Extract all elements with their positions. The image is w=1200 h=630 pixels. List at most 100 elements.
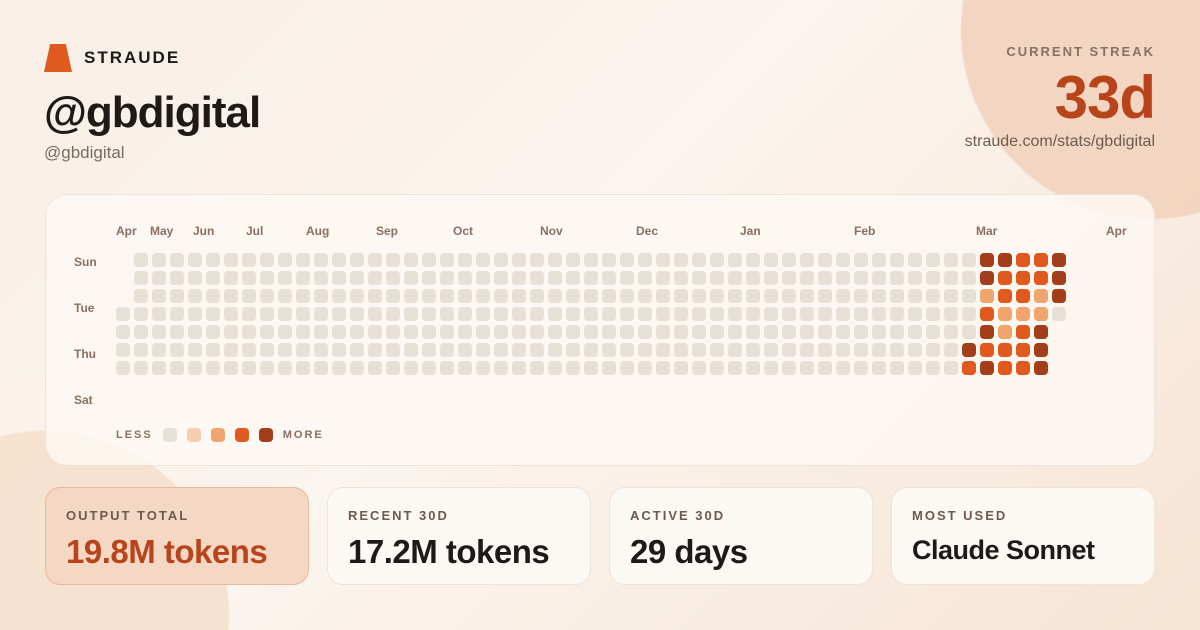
heatmap-cell bbox=[620, 343, 634, 357]
heatmap-cell bbox=[206, 289, 220, 303]
heatmap-cell bbox=[656, 253, 670, 267]
heatmap-cell bbox=[818, 361, 832, 375]
heatmap-cell bbox=[296, 289, 310, 303]
heatmap-cell bbox=[746, 307, 760, 321]
legend-swatch-3 bbox=[234, 428, 249, 442]
legend-swatch-4 bbox=[258, 428, 273, 442]
heatmap-cell bbox=[476, 343, 490, 357]
month-label: Jul bbox=[246, 224, 264, 238]
heatmap-cell bbox=[296, 253, 310, 267]
heatmap-cell bbox=[368, 343, 382, 357]
month-label: Nov bbox=[540, 224, 563, 238]
heatmap-cell bbox=[638, 271, 652, 285]
profile-title: @gbdigital bbox=[44, 88, 261, 137]
heatmap-cell bbox=[602, 361, 616, 375]
brand-name: STRAUDE bbox=[84, 48, 181, 67]
legend-swatch-2 bbox=[210, 428, 225, 442]
heatmap-cell bbox=[278, 361, 292, 375]
heatmap-cell bbox=[332, 253, 346, 267]
heatmap-cell bbox=[980, 307, 994, 321]
heatmap-cell bbox=[260, 325, 274, 339]
month-label: Apr bbox=[1106, 224, 1127, 238]
heatmap-cell bbox=[332, 361, 346, 375]
heatmap-cell bbox=[872, 343, 886, 357]
heatmap-cell bbox=[188, 271, 202, 285]
heatmap-cell bbox=[782, 271, 796, 285]
heatmap-cell bbox=[332, 289, 346, 303]
heatmap-cell bbox=[548, 325, 562, 339]
heatmap-cell bbox=[314, 307, 328, 321]
stat-label: OUTPUT TOTAL bbox=[66, 508, 190, 523]
profile-handle: @gbdigital bbox=[44, 143, 125, 162]
heatmap-cell bbox=[458, 361, 472, 375]
heatmap-cell bbox=[242, 253, 256, 267]
heatmap-cell bbox=[782, 343, 796, 357]
heatmap-cell bbox=[854, 253, 868, 267]
heatmap-cell bbox=[872, 289, 886, 303]
heatmap-cell bbox=[836, 289, 850, 303]
heatmap-cell bbox=[188, 325, 202, 339]
heatmap-cell bbox=[908, 343, 922, 357]
stat-label: ACTIVE 30D bbox=[630, 508, 726, 523]
heatmap-cell bbox=[926, 271, 940, 285]
heatmap-cell bbox=[332, 343, 346, 357]
heatmap-cell bbox=[800, 343, 814, 357]
heatmap-cell bbox=[1034, 343, 1048, 357]
heatmap-cell bbox=[422, 343, 436, 357]
heatmap-cell bbox=[260, 343, 274, 357]
heatmap-cell bbox=[350, 307, 364, 321]
heatmap-cell bbox=[368, 307, 382, 321]
heatmap-cell bbox=[800, 361, 814, 375]
heatmap-cell bbox=[818, 289, 832, 303]
heatmap-cell bbox=[494, 253, 508, 267]
heatmap-cell bbox=[116, 361, 130, 375]
heatmap-cell bbox=[386, 307, 400, 321]
activity-heatmap: LESS MORE Apr May Jun Jul Aug Sep Oct Nov Dec Jan… bbox=[45, 194, 1155, 466]
month-label: May bbox=[150, 224, 174, 238]
heatmap-cell bbox=[980, 343, 994, 357]
heatmap-cell bbox=[314, 289, 328, 303]
heatmap-cell bbox=[620, 289, 634, 303]
heatmap-cell bbox=[170, 343, 184, 357]
heatmap-cell bbox=[836, 325, 850, 339]
heatmap-cell bbox=[566, 253, 580, 267]
heatmap-legend: LESS MORE bbox=[116, 428, 324, 442]
heatmap-cell bbox=[296, 361, 310, 375]
heatmap-cell bbox=[584, 361, 598, 375]
heatmap-cell bbox=[782, 289, 796, 303]
heatmap-cell bbox=[170, 307, 184, 321]
heatmap-cell bbox=[440, 343, 454, 357]
heatmap-cell bbox=[584, 343, 598, 357]
heatmap-cell bbox=[692, 289, 706, 303]
heatmap-cell bbox=[152, 361, 166, 375]
brand-logo: STRAUDE bbox=[44, 44, 180, 72]
heatmap-cell bbox=[476, 307, 490, 321]
heatmap-cell bbox=[458, 307, 472, 321]
heatmap-cell bbox=[224, 289, 238, 303]
heatmap-cell bbox=[368, 271, 382, 285]
heatmap-cell bbox=[242, 343, 256, 357]
stat-label: MOST USED bbox=[912, 508, 1008, 523]
heatmap-cell bbox=[296, 271, 310, 285]
heatmap-cell bbox=[1052, 271, 1066, 285]
heatmap-cell bbox=[134, 361, 148, 375]
heatmap-cell bbox=[998, 253, 1012, 267]
heatmap-cell bbox=[908, 289, 922, 303]
month-label: Dec bbox=[636, 224, 659, 238]
heatmap-cell bbox=[728, 289, 742, 303]
heatmap-cell bbox=[782, 253, 796, 267]
heatmap-cell bbox=[962, 325, 976, 339]
heatmap-cell bbox=[746, 343, 760, 357]
heatmap-cell bbox=[206, 325, 220, 339]
heatmap-cell bbox=[386, 271, 400, 285]
heatmap-cell bbox=[944, 271, 958, 285]
heatmap-cell bbox=[728, 361, 742, 375]
stat-output-total: OUTPUT TOTAL 19.8M tokens bbox=[45, 487, 309, 585]
stat-active-30d: ACTIVE 30D 29 days bbox=[609, 487, 873, 585]
heatmap-cell bbox=[332, 325, 346, 339]
heatmap-cell bbox=[368, 325, 382, 339]
heatmap-cell bbox=[152, 343, 166, 357]
heatmap-cell bbox=[242, 271, 256, 285]
heatmap-cell bbox=[944, 343, 958, 357]
heatmap-cell bbox=[944, 325, 958, 339]
